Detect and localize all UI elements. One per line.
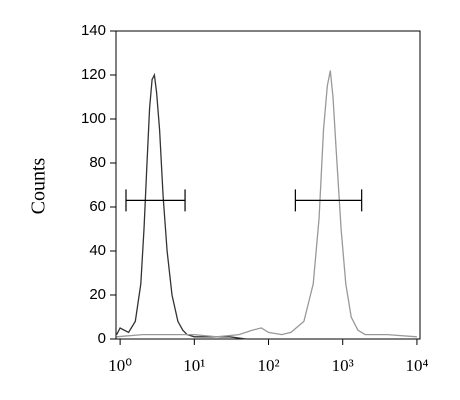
y-tick-label: 100 [81, 110, 106, 127]
histogram-line [116, 70, 417, 338]
x-tick-label: 10⁴ [405, 356, 428, 375]
x-tick-label: 10⁰ [108, 356, 132, 375]
y-axis-label: Counts [28, 157, 50, 214]
y-tick-label: 120 [81, 66, 106, 83]
x-tick-label: 10¹ [183, 356, 205, 375]
x-tick-label: 10² [257, 356, 279, 375]
y-tick-label: 40 [89, 242, 106, 259]
x-tick-label: 10³ [332, 356, 354, 375]
y-tick-label: 80 [89, 154, 106, 171]
y-tick-label: 20 [89, 286, 106, 303]
histogram-line [116, 72, 417, 340]
y-tick-label: 140 [81, 22, 106, 39]
y-tick-label: 60 [89, 198, 106, 215]
y-tick-label: 0 [98, 330, 106, 347]
plot-frame [115, 30, 421, 340]
